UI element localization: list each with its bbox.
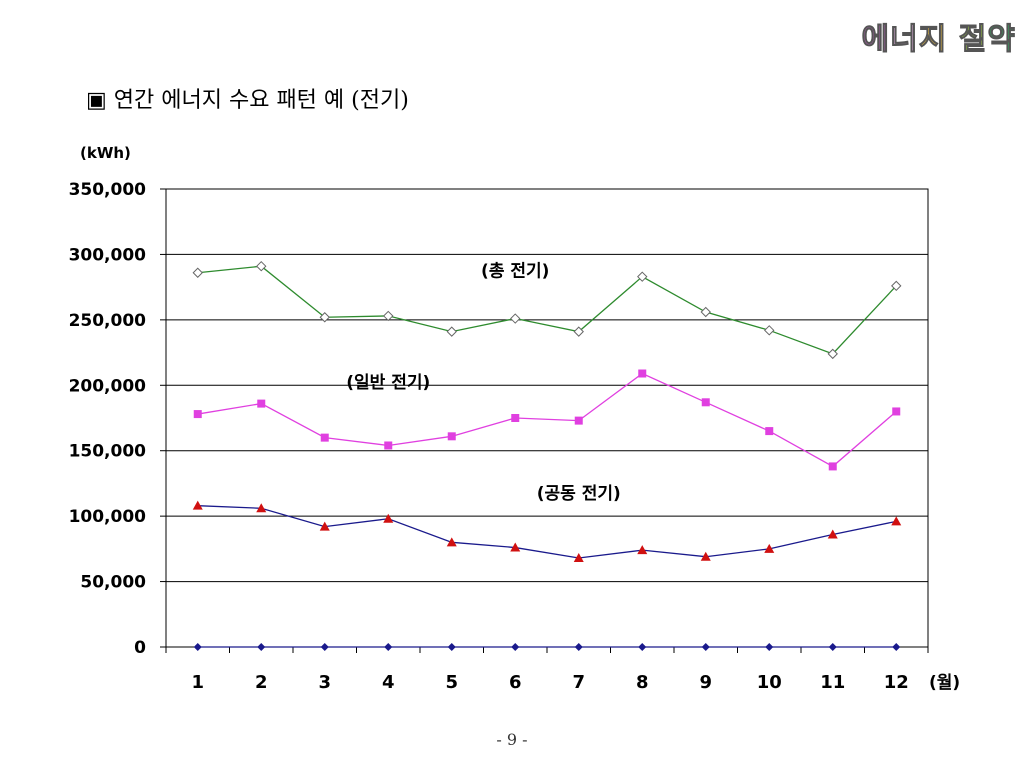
line-chart: 0 50,000 100,000 150,000 200,000 250,000 300,0… [69,144,961,693]
x-axis-label: (월) [929,673,960,693]
y-tick-label: 100,000 [69,507,147,527]
data-point [637,271,648,282]
x-tick-label: 9 [699,672,712,693]
data-point [256,503,267,513]
x-tick-label: 10 [757,672,782,693]
energy-saving-logo: 에너지 절약 [861,14,1017,58]
x-tick-label: 3 [318,672,331,693]
data-point [574,416,583,425]
data-point [638,369,647,378]
data-point [891,516,902,526]
series-annotation: (공동 전기) [537,484,621,504]
data-point [764,543,775,553]
data-point [384,441,393,450]
series-line [197,372,897,468]
data-point [511,643,520,651]
data-point [510,313,521,324]
y-tick-label: 250,000 [69,311,147,331]
data-point [319,521,330,531]
x-tick-label: 12 [884,672,909,693]
data-point [700,551,711,561]
logo-char: 너 [890,22,919,58]
data-point [320,433,329,442]
data-point [193,643,202,651]
data-point [257,643,266,651]
data-point [257,399,266,408]
data-point [319,312,330,323]
y-axis-label: (kWh) [80,144,131,162]
data-point [700,306,711,318]
series-line [197,265,897,355]
data-point [510,542,521,552]
data-point [446,537,457,547]
data-point [764,325,775,336]
data-point [192,267,203,278]
plot-area [165,188,929,648]
page-number: - 9 - [496,730,528,749]
data-point [446,326,457,337]
data-point [827,348,838,360]
data-point [891,280,902,292]
series-annotation: (총 전기) [481,262,549,282]
series-annotation: (일반 전기) [346,373,430,393]
logo-char: 절 [958,22,988,58]
slide-title: ▣ 연간 에너지 수요 패턴 예 (전기) [86,88,409,113]
x-tick-label: 6 [509,672,522,693]
y-tick-label: 50,000 [80,573,146,593]
data-point [573,326,584,337]
data-point [765,427,774,436]
x-tick-label: 8 [636,672,649,693]
data-point [447,643,456,651]
logo-char: 약 [987,22,1016,58]
y-tick-label: 150,000 [69,442,147,462]
data-point [320,643,329,651]
data-point [637,545,648,555]
data-point [765,643,774,651]
data-point [701,398,710,407]
series-line [197,505,897,559]
data-point [384,643,393,651]
data-point [828,643,837,651]
x-tick-label: 2 [255,672,268,693]
x-tick-label: 11 [820,672,845,693]
data-point [447,432,456,441]
x-tick-label: 7 [572,672,585,693]
data-point [256,260,267,272]
x-tick-label: 5 [445,672,458,693]
x-tick-label: 1 [191,672,204,693]
data-point [573,553,584,563]
data-point [892,643,901,651]
data-point [383,310,394,322]
data-point [638,643,647,651]
logo-char: 에 [861,22,891,58]
data-point [383,513,394,523]
y-tick-label: 300,000 [69,245,147,265]
data-point [574,643,583,651]
x-tick-label: 4 [382,672,395,693]
data-point [892,407,901,416]
logo-char: 지 [918,22,948,58]
y-tick-label: 200,000 [69,376,147,396]
data-point [511,414,520,422]
data-point [193,410,202,419]
y-tick-label: 350,000 [69,180,147,200]
y-tick-label: 0 [134,638,146,658]
data-point [192,500,203,510]
data-point [827,529,838,539]
data-point [701,643,710,651]
data-point [828,462,837,471]
